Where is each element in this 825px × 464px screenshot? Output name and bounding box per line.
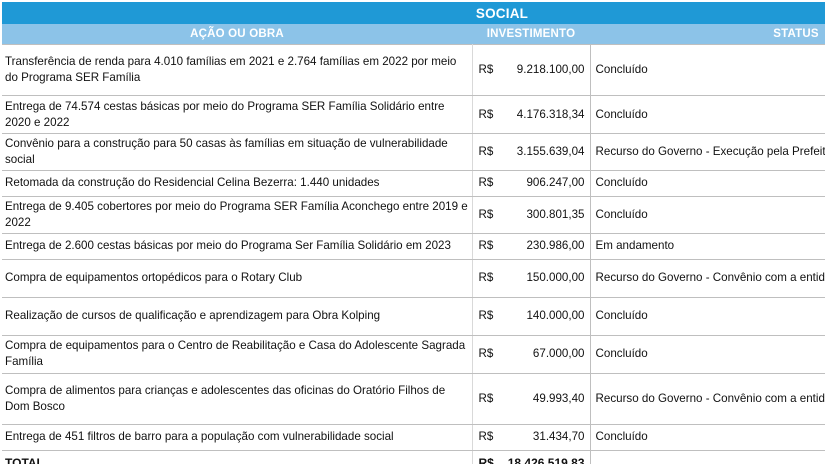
column-header-investimento[interactable]: INVESTIMENTO — [472, 24, 590, 45]
cell-status[interactable]: Concluído — [589, 296, 825, 336]
cell-acao[interactable]: Compra de equipamentos ortopédicos para … — [2, 258, 473, 298]
cell-currency[interactable]: R$ — [471, 232, 502, 260]
cell-acao[interactable]: Entrega de 74.574 cestas básicas por mei… — [2, 95, 473, 134]
cell-investimento[interactable]: 4.176.318,34 — [502, 95, 591, 134]
total-status[interactable] — [589, 449, 825, 464]
cell-currency[interactable]: R$ — [471, 195, 502, 234]
table-row[interactable]: Entrega de 9.405 cobertores por meio do … — [2, 195, 825, 234]
cell-status[interactable]: Recurso do Governo - Convênio com a enti… — [589, 372, 825, 425]
cell-currency[interactable]: R$ — [471, 169, 502, 197]
cell-status[interactable]: Concluído — [589, 423, 825, 451]
cell-acao[interactable]: Entrega de 2.600 cestas básicas por meio… — [2, 232, 473, 260]
cell-currency[interactable]: R$ — [471, 133, 502, 171]
cell-acao[interactable]: Entrega de 451 filtros de barro para a p… — [2, 423, 473, 451]
cell-status[interactable]: Concluído — [589, 169, 825, 197]
cell-currency[interactable]: R$ — [471, 296, 502, 336]
cell-investimento[interactable]: 67.000,00 — [502, 334, 591, 374]
cell-status[interactable]: Recurso do Governo - Execução pela Prefe… — [589, 133, 825, 171]
cell-acao[interactable]: Convênio para a construção para 50 casas… — [2, 133, 473, 171]
cell-currency[interactable]: R$ — [471, 372, 502, 425]
cell-status[interactable]: Concluído — [589, 195, 825, 234]
cell-status[interactable]: Concluído — [589, 95, 825, 134]
cell-currency[interactable]: R$ — [471, 334, 502, 374]
cell-investimento[interactable]: 49.993,40 — [502, 372, 591, 425]
column-header-status[interactable]: STATUS — [590, 24, 825, 45]
cell-investimento[interactable]: 906.247,00 — [502, 169, 591, 197]
cell-acao[interactable]: Retomada da construção do Residencial Ce… — [2, 169, 473, 197]
table-row[interactable]: Entrega de 2.600 cestas básicas por meio… — [2, 232, 825, 260]
cell-acao[interactable]: Compra de equipamentos para o Centro de … — [2, 334, 473, 374]
cell-investimento[interactable]: 31.434,70 — [502, 423, 591, 451]
table-header: SOCIAL AÇÃO OU OBRA INVESTIMENTO STATUS — [2, 2, 825, 45]
cell-investimento[interactable]: 9.218.100,00 — [502, 44, 591, 96]
table-body: Transferência de renda para 4.010 famíli… — [2, 44, 825, 464]
cell-acao[interactable]: Realização de cursos de qualificação e a… — [2, 296, 473, 336]
cell-currency[interactable]: R$ — [471, 95, 502, 134]
table-row[interactable]: Compra de equipamentos para o Centro de … — [2, 334, 825, 374]
cell-acao[interactable]: Transferência de renda para 4.010 famíli… — [2, 44, 473, 96]
table-row[interactable]: Realização de cursos de qualificação e a… — [2, 296, 825, 336]
table-row[interactable]: Entrega de 74.574 cestas básicas por mei… — [2, 95, 825, 134]
total-label[interactable]: TOTAL — [2, 449, 473, 464]
column-header-row: AÇÃO OU OBRA INVESTIMENTO STATUS — [2, 24, 825, 45]
cell-status[interactable]: Concluído — [589, 44, 825, 96]
cell-status[interactable]: Recurso do Governo - Convênio com a enti… — [589, 258, 825, 298]
cell-investimento[interactable]: 230.986,00 — [502, 232, 591, 260]
cell-acao[interactable]: Entrega de 9.405 cobertores por meio do … — [2, 195, 473, 234]
cell-acao[interactable]: Compra de alimentos para crianças e adol… — [2, 372, 473, 425]
total-row[interactable]: TOTAL R$ 18.426.519,83 — [2, 449, 825, 464]
cell-status[interactable]: Em andamento — [589, 232, 825, 260]
table-title-row: SOCIAL — [2, 2, 825, 24]
table-title: SOCIAL — [2, 2, 825, 24]
total-value[interactable]: 18.426.519,83 — [502, 449, 591, 464]
cell-investimento[interactable]: 3.155.639,04 — [502, 133, 591, 171]
table-row[interactable]: Compra de equipamentos ortopédicos para … — [2, 258, 825, 298]
column-header-acao[interactable]: AÇÃO OU OBRA — [2, 24, 472, 45]
table-row[interactable]: Entrega de 451 filtros de barro para a p… — [2, 423, 825, 451]
cell-investimento[interactable]: 140.000,00 — [502, 296, 591, 336]
cell-status[interactable]: Concluído — [589, 334, 825, 374]
cell-investimento[interactable]: 300.801,35 — [502, 195, 591, 234]
cell-investimento[interactable]: 150.000,00 — [502, 258, 591, 298]
cell-currency[interactable]: R$ — [471, 423, 502, 451]
table-row[interactable]: Retomada da construção do Residencial Ce… — [2, 169, 825, 197]
cell-currency[interactable]: R$ — [471, 44, 502, 96]
total-currency[interactable]: R$ — [471, 449, 502, 464]
table-row[interactable]: Convênio para a construção para 50 casas… — [2, 133, 825, 171]
cell-currency[interactable]: R$ — [471, 258, 502, 298]
table-row[interactable]: Transferência de renda para 4.010 famíli… — [2, 44, 825, 96]
table-row[interactable]: Compra de alimentos para crianças e adol… — [2, 372, 825, 425]
